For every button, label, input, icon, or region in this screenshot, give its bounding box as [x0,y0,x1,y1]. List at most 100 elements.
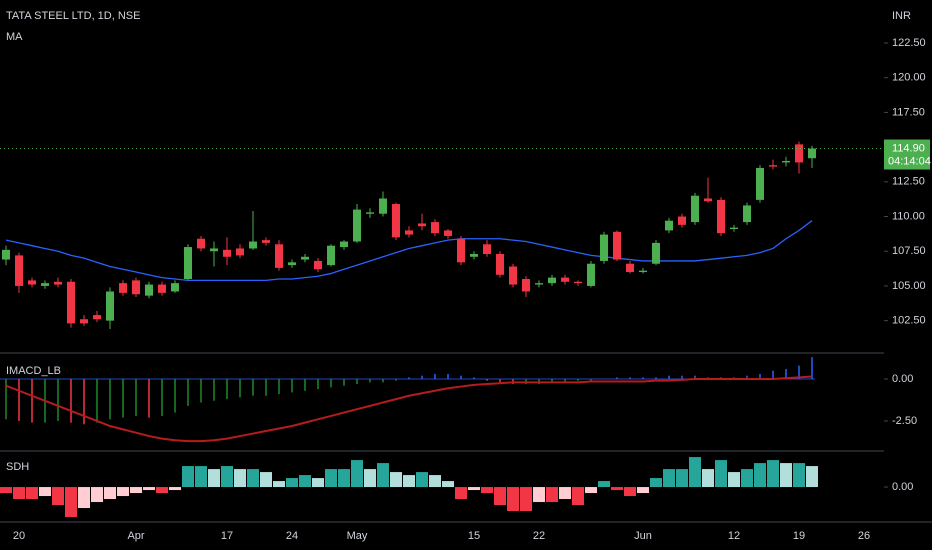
candle-body [509,266,517,285]
bar [299,475,311,488]
candle-body [782,161,790,163]
candle-body [340,241,348,248]
bar [754,463,766,488]
line [5,375,813,443]
bar [338,469,350,488]
bar [598,481,610,488]
y-tick-label: 120.00 [892,72,926,84]
candle-body [236,248,244,256]
candle-body [197,238,205,249]
candle-body [93,315,101,320]
candle-body [483,244,491,255]
bar [715,460,727,488]
x-tick-label: 20 [13,530,25,542]
bar [351,460,363,488]
x-tick-label: 26 [858,530,870,542]
bar [793,463,805,488]
candle-body [223,249,231,257]
x-tick-label: 24 [286,530,298,542]
candle-body [626,263,634,273]
candle-body [574,281,582,284]
indicator-label: MA [6,31,23,43]
bar [429,475,441,488]
bar [182,466,194,488]
candle-body [769,165,777,167]
bar [390,472,402,488]
bar [104,487,116,500]
x-tick-label: Apr [127,530,144,542]
candle-body [691,195,699,223]
candle-body [314,260,322,270]
candle-body [808,148,816,159]
bar [559,487,571,500]
x-tick-label: 17 [221,530,233,542]
bar [273,481,285,488]
bar [663,469,675,488]
bar [442,481,454,488]
candle-body [171,283,179,292]
chart-title: TATA STEEL LTD, 1D, NSE [6,10,140,22]
candle-body [457,238,465,263]
candle-body [730,227,738,230]
x-tick-label: May [347,530,368,542]
candle-body [470,254,478,257]
candle-body [678,216,686,225]
candle-body [600,234,608,261]
candle-body [795,144,803,163]
candle-body [145,284,153,296]
y-tick-label: 122.50 [892,37,926,49]
y-tick-label: 112.50 [892,176,925,188]
candle-body [535,283,543,285]
y-tick-label: 0.00 [892,481,913,493]
y-tick-label: 105.00 [892,280,926,292]
candle-body [561,277,569,282]
candle-body [2,249,10,260]
bar [403,475,415,488]
candle-body [132,280,140,295]
candle-body [184,247,192,279]
last-price-label: 114.90 [892,142,925,154]
bar [78,487,90,509]
bar [585,487,597,494]
bar [195,466,207,488]
bar [286,478,298,488]
candle-body [353,209,361,242]
bar [247,469,259,488]
candle-body [418,223,426,227]
candle-body [262,240,270,243]
bar [455,487,467,500]
bar [208,469,220,488]
bar [806,466,818,488]
pane-title: IMACD_LB [6,365,61,377]
bar [741,469,753,488]
candle-body [80,319,88,324]
candle-body [392,204,400,238]
bar [494,487,506,506]
candle-body [717,199,725,234]
bar [728,472,740,488]
bar [325,469,337,488]
candle-body [587,263,595,286]
candle-body [444,230,452,236]
bar [52,487,64,506]
bar [520,487,532,512]
bar [546,487,558,503]
bar [0,487,12,494]
candle-body [210,248,218,252]
candle-body [28,280,36,285]
candle-body [119,283,127,293]
candle-body [756,167,764,200]
bar [507,487,519,512]
countdown: 04:14:04 [888,155,931,167]
bar [130,487,142,494]
candle-body [288,262,296,266]
bar [13,487,25,500]
bar [169,487,181,491]
y-tick-label: 107.50 [892,245,926,257]
candle-body [743,205,751,223]
candle-body [379,198,387,214]
pane-title: SDH [6,461,29,473]
line [5,220,813,282]
